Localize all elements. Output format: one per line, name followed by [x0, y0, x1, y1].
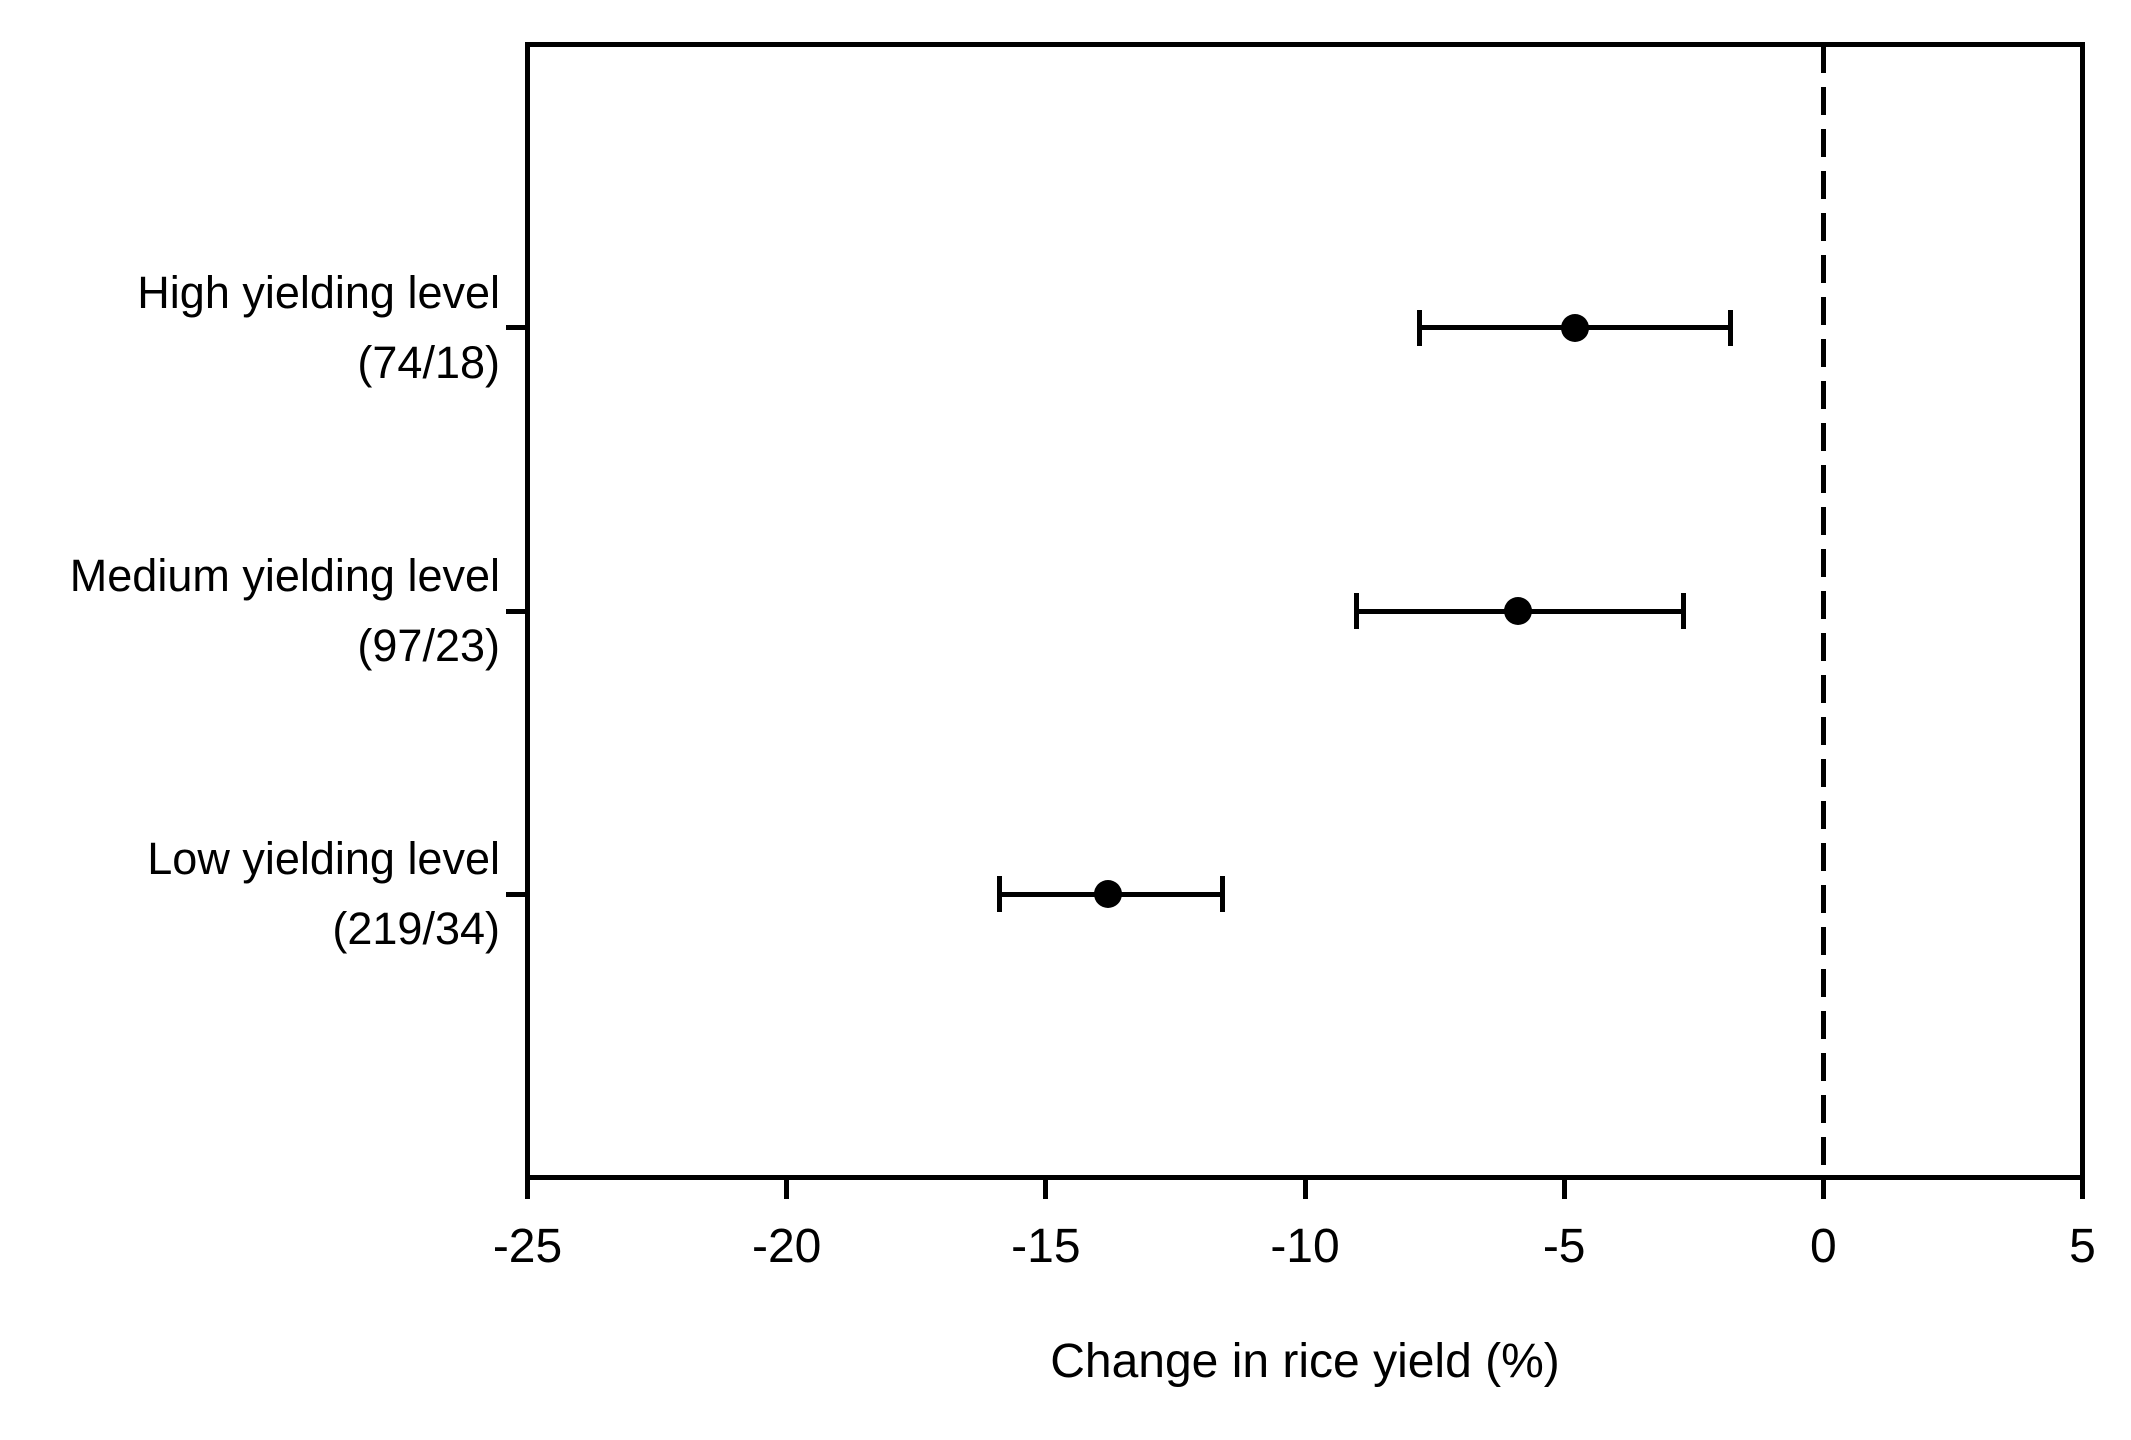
plot-area-frame	[525, 42, 2085, 1180]
x-axis-tick-label: -20	[751, 1220, 822, 1273]
confidence-interval-cap-low	[1416, 309, 1422, 346]
category-label-count: (219/34)	[332, 903, 500, 955]
x-axis-tick-label: -10	[1270, 1220, 1340, 1273]
x-axis-tick	[784, 1180, 790, 1199]
x-axis-title: Change in rice yield (%)	[1050, 1335, 1560, 1388]
x-axis-tick-label: -25	[492, 1220, 563, 1273]
category-label-name: High yielding level	[137, 266, 500, 318]
category-label: Medium yielding level (97/23)	[0, 539, 500, 683]
category-label-name: Low yielding level	[147, 833, 500, 885]
confidence-interval-cap-high	[1727, 309, 1733, 346]
y-axis-tick	[506, 608, 525, 614]
category-label-name: Medium yielding level	[69, 550, 500, 601]
x-axis-tick	[1043, 1180, 1049, 1199]
x-axis-tick-label: -5	[1542, 1220, 1586, 1273]
confidence-interval-cap-low	[996, 876, 1002, 913]
y-axis-tick	[506, 325, 525, 331]
confidence-interval-cap-low	[1354, 593, 1360, 629]
x-axis-tick	[1561, 1180, 1567, 1199]
confidence-interval-cap-high	[1219, 876, 1225, 913]
point-estimate-marker	[1560, 313, 1589, 342]
category-label-count: (97/23)	[357, 620, 500, 671]
point-estimate-marker	[1094, 880, 1123, 909]
x-axis-tick	[2080, 1180, 2085, 1199]
y-axis-tick	[506, 891, 525, 897]
x-axis-tick-label: 0	[1809, 1220, 1837, 1273]
category-label: High yielding level (74/18)	[0, 256, 500, 400]
point-estimate-marker	[1503, 597, 1532, 625]
confidence-interval-cap-high	[1680, 593, 1686, 629]
x-axis-tick-label: 5	[2069, 1220, 2096, 1273]
zero-reference-line	[1820, 44, 1826, 1178]
category-label-count: (74/18)	[357, 336, 500, 388]
x-axis-tick	[1820, 1180, 1826, 1199]
x-axis-tick	[525, 1180, 530, 1199]
category-label: Low yielding level (219/34)	[0, 822, 500, 966]
x-axis-tick	[1302, 1180, 1308, 1199]
x-axis-tick-label: -15	[1011, 1220, 1081, 1273]
